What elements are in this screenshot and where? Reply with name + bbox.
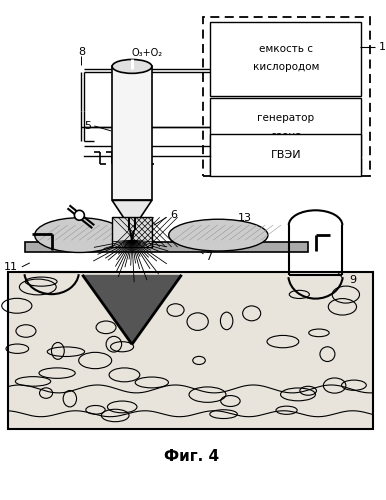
Polygon shape	[112, 200, 152, 218]
Bar	[210, 98, 361, 156]
Bar	[203, 17, 370, 175]
Text: 6: 6	[170, 210, 177, 220]
Text: 1: 1	[379, 42, 386, 51]
Text: Фиг. 4: Фиг. 4	[164, 449, 219, 464]
Text: емкость с: емкость с	[259, 44, 313, 54]
Text: ГВЭИ: ГВЭИ	[271, 150, 301, 160]
Text: О₃+О₂: О₃+О₂	[131, 48, 163, 58]
Ellipse shape	[169, 219, 268, 251]
Bar	[25, 242, 308, 252]
Bar	[112, 218, 152, 247]
Text: 13: 13	[238, 213, 252, 223]
Bar	[8, 272, 373, 428]
Text: 8: 8	[78, 46, 85, 56]
Ellipse shape	[112, 60, 152, 74]
Text: 9: 9	[349, 275, 356, 285]
Text: генератор: генератор	[257, 113, 314, 123]
Text: кислородом: кислородом	[252, 62, 319, 72]
Bar	[210, 22, 361, 96]
Ellipse shape	[35, 218, 124, 252]
Text: озона: озона	[270, 131, 301, 141]
Bar	[210, 158, 361, 172]
Text: ГВЭИ: ГВЭИ	[272, 160, 300, 170]
Text: 7: 7	[205, 252, 212, 262]
Text: 5: 5	[84, 121, 91, 131]
Bar	[112, 66, 152, 200]
Polygon shape	[82, 275, 181, 344]
Circle shape	[74, 210, 85, 220]
Text: 11: 11	[4, 262, 18, 272]
Bar	[210, 134, 361, 175]
